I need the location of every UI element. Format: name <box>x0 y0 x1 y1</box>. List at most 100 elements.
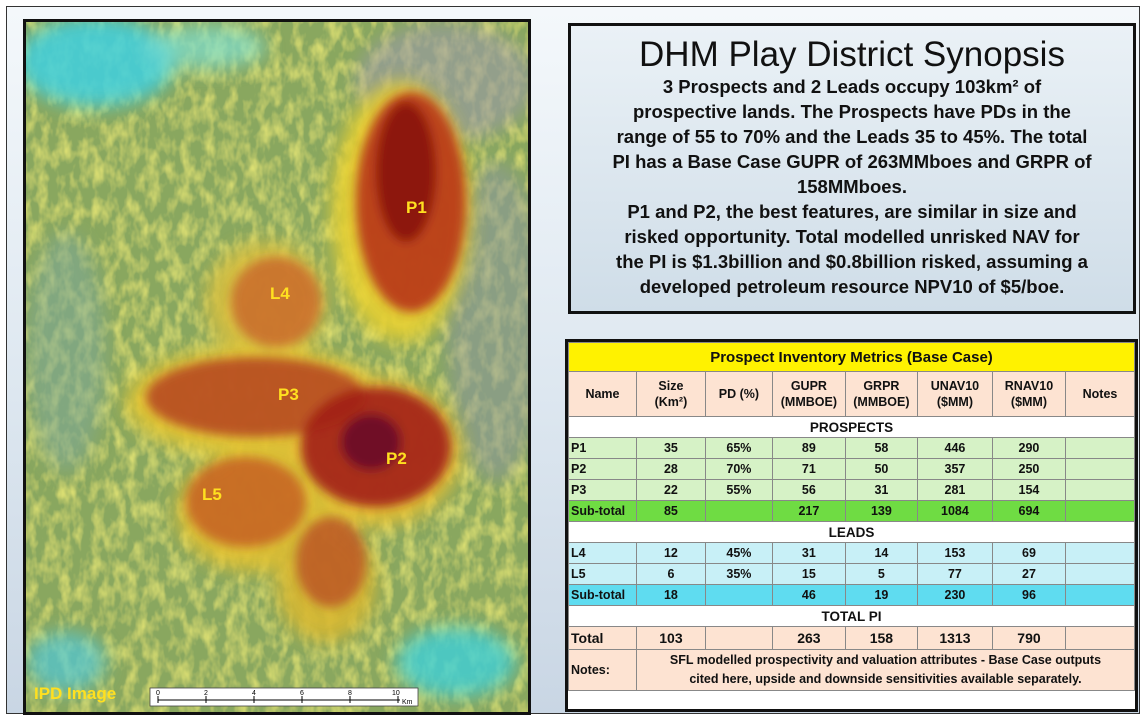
high-anomaly-zones <box>146 92 466 607</box>
col-header-name: Name <box>568 371 637 417</box>
table-cell: 19 <box>844 584 918 606</box>
table-cell: 446 <box>916 437 993 459</box>
col-header-notes: Notes <box>1064 371 1136 417</box>
prospect-rows: P1 35 65% 89 58 446 290 P2 28 70% 71 50 357 250 P3 22 55… <box>568 437 1136 501</box>
table-cell: P1 <box>568 437 637 459</box>
table-cell: P2 <box>568 458 637 480</box>
lead-rows: L4 12 45% 31 14 153 69 L5 6 35% 15 5 77 27 <box>568 542 1136 585</box>
table-cell: 71 <box>771 458 846 480</box>
scale-tick-0: 0 <box>156 690 160 697</box>
ipd-map-image: P1 L4 P3 P2 L5 IPD Image 0 2 4 <box>23 19 531 715</box>
synopsis-line: PI has a Base Case GUPR of 263MMboes and… <box>612 151 1092 172</box>
header-text: UNAV10 <box>930 379 980 393</box>
table-cell <box>704 500 773 522</box>
notes-text: SFL modelled prospectivity and valuation… <box>635 649 1136 691</box>
table-row: P3 22 55% 56 31 281 154 <box>568 479 1136 501</box>
table-cell: L4 <box>568 542 637 564</box>
notes-line: cited here, upside and downside sensitiv… <box>689 672 1082 686</box>
header-unit: ($MM) <box>1010 395 1048 409</box>
scale-tick-4: 4 <box>252 690 256 697</box>
table-cell: 89 <box>771 437 846 459</box>
map-caption: IPD Image <box>34 684 116 703</box>
table-row: Sub-total 18 46 19 230 96 <box>568 584 1136 606</box>
map-label-l5: L5 <box>202 485 222 504</box>
table-cell: 290 <box>991 437 1066 459</box>
header-text: Name <box>585 387 620 401</box>
attribute-map: P1 L4 P3 P2 L5 IPD Image 0 2 4 <box>26 22 528 712</box>
col-header-gupr: GUPR (MMBOE) <box>771 371 846 417</box>
inventory-table-panel: Prospect Inventory Metrics (Base Case) N… <box>565 339 1138 712</box>
table-cell: 69 <box>991 542 1066 564</box>
col-header-pd: PD (%) <box>704 371 773 417</box>
table-row: Sub-total 85 217 139 1084 694 <box>568 500 1136 522</box>
synopsis-line: the PI is $1.3billion and $0.8billion ri… <box>616 251 1088 272</box>
table-cell: 46 <box>771 584 846 606</box>
table-cell: 12 <box>635 542 706 564</box>
table-title-row: Prospect Inventory Metrics (Base Case) <box>568 342 1135 372</box>
section-leads: LEADS <box>568 521 1135 543</box>
table-cell <box>1064 563 1136 585</box>
table-cell: 50 <box>844 458 918 480</box>
section-label: LEADS <box>568 521 1135 543</box>
table-cell: Total <box>568 626 637 650</box>
table-cell: 70% <box>704 458 773 480</box>
table-row: P2 28 70% 71 50 357 250 <box>568 458 1136 480</box>
table-cell: 357 <box>916 458 993 480</box>
table-cell: 263 <box>771 626 846 650</box>
table-cell: 28 <box>635 458 706 480</box>
table-cell: 31 <box>771 542 846 564</box>
table-cell: 217 <box>771 500 846 522</box>
table-cell: Sub-total <box>568 584 637 606</box>
table-cell: 96 <box>991 584 1066 606</box>
synopsis-line: 158MMboes. <box>796 176 907 197</box>
table-row: L5 6 35% 15 5 77 27 <box>568 563 1136 585</box>
scale-tick-2: 2 <box>204 690 208 697</box>
table-row: P1 35 65% 89 58 446 290 <box>568 437 1136 459</box>
prospect-inventory-table: Prospect Inventory Metrics (Base Case) N… <box>568 342 1136 691</box>
synopsis-line: prospective lands. The Prospects have PD… <box>633 101 1071 122</box>
col-header-rnav10: RNAV10 ($MM) <box>991 371 1066 417</box>
table-cell: 158 <box>844 626 918 650</box>
header-text: Size <box>658 379 684 393</box>
table-cell: 27 <box>991 563 1066 585</box>
table-cell: 1084 <box>916 500 993 522</box>
section-total: TOTAL PI <box>568 605 1135 627</box>
header-unit: (MMBOE) <box>780 395 837 409</box>
table-header-row: Name Size (Km²) PD (%) GUPR (MMBOE) GRPR (M… <box>568 371 1136 417</box>
scale-tick-10: 10 <box>392 690 400 697</box>
prospect-subtotal: Sub-total 85 217 139 1084 694 <box>568 500 1136 522</box>
table-cell: 1313 <box>916 626 993 650</box>
scale-tick-6: 6 <box>300 690 304 697</box>
notes-line: SFL modelled prospectivity and valuation… <box>669 653 1102 667</box>
col-header-unav10: UNAV10 ($MM) <box>916 371 993 417</box>
table-cell: 103 <box>635 626 706 650</box>
map-label-p2: P2 <box>386 449 407 468</box>
header-unit: (MMBOE) <box>853 395 910 409</box>
table-cell: 22 <box>635 479 706 501</box>
col-header-size: Size (Km²) <box>635 371 706 417</box>
table-cell: 65% <box>704 437 773 459</box>
section-label: PROSPECTS <box>568 416 1135 438</box>
table-cell <box>1064 437 1136 459</box>
table-cell: 250 <box>991 458 1066 480</box>
table-cell: 6 <box>635 563 706 585</box>
table-cell: 35% <box>704 563 773 585</box>
synopsis-line: P1 and P2, the best features, are simila… <box>627 201 1077 222</box>
table-cell: 58 <box>844 437 918 459</box>
table-cell <box>1064 458 1136 480</box>
table-cell: 230 <box>916 584 993 606</box>
table-cell: 55% <box>704 479 773 501</box>
header-text: Notes <box>1082 387 1118 401</box>
scale-bar: 0 2 4 6 8 10 Km <box>149 687 419 707</box>
synopsis-title: DHM Play District Synopsis <box>639 35 1065 74</box>
table-cell: Sub-total <box>568 500 637 522</box>
table-cell: L5 <box>568 563 637 585</box>
table-cell: 5 <box>844 563 918 585</box>
header-text: GRPR <box>863 379 900 393</box>
notes-label: Notes: <box>568 649 637 691</box>
header-text: PD (%) <box>718 387 760 401</box>
table-cell: 85 <box>635 500 706 522</box>
scale-tick-8: 8 <box>348 690 352 697</box>
col-header-grpr: GRPR (MMBOE) <box>844 371 918 417</box>
synopsis-line: developed petroleum resource NPV10 of $5… <box>639 276 1065 297</box>
